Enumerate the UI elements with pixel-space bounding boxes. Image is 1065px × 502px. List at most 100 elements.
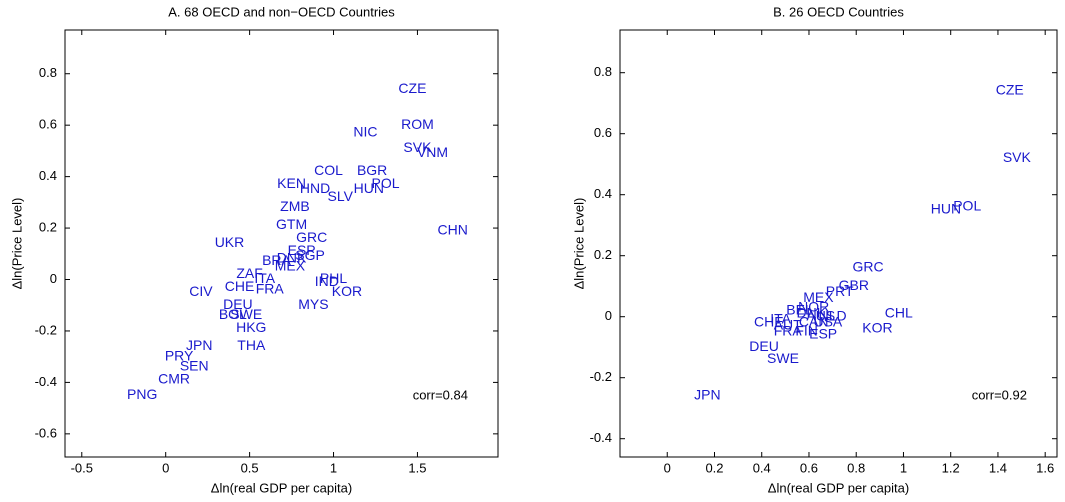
point-label: SEN [180,358,209,374]
point-label: SLV [328,188,354,204]
y-tick-label: -0.4 [590,430,612,445]
annotation: corr=0.84 [413,387,468,402]
point-label: ZAF [236,265,262,281]
point-label: CHN [438,221,468,237]
point-label: BEL [786,301,813,317]
point-label: FIN [795,323,818,339]
point-label: BRA [262,252,291,268]
point-label: IND [315,273,339,289]
point-label: USA [813,314,842,330]
point-label: ZMB [280,198,310,214]
x-tick-label: 0.4 [753,460,771,475]
point-label: BGR [357,162,387,178]
annotation: corr=0.92 [972,387,1027,402]
point-label: DEU [223,296,253,312]
point-label: ITA [770,310,791,326]
y-tick-label: 0 [605,308,612,323]
point-label: SVK [1003,149,1032,165]
y-tick-label: 0.6 [39,117,57,132]
point-label: NIC [353,124,377,140]
point-label: CHE [225,278,255,294]
chart-title: A. 68 OECD and non−OECD Countries [168,4,395,19]
point-label: HUN [354,180,384,196]
y-tick-label: 0.6 [594,125,612,140]
point-label: SVK [403,139,432,155]
x-tick-label: 1.5 [408,460,426,475]
point-label: SGP [295,247,325,263]
point-label: MEX [275,257,306,273]
y-tick-label: 0.4 [594,186,612,201]
y-tick-label: 0.8 [594,64,612,79]
point-label: AUS [806,307,835,323]
y-tick-label: -0.6 [35,425,57,440]
point-label: HUN [931,201,961,217]
x-tick-label: -0.5 [71,460,93,475]
point-label: MYS [298,296,328,312]
x-tick-label: 1 [330,460,337,475]
point-label: SWE [767,350,799,366]
y-tick-label: 0.4 [39,168,57,183]
point-label: CZE [996,82,1024,98]
point-label: FRA [774,323,803,339]
y-tick-label: 0.8 [39,65,57,80]
point-label: NOR [798,298,829,314]
x-tick-label: 0.2 [705,460,723,475]
point-label: THA [237,337,266,353]
y-tick-label: -0.4 [35,374,57,389]
y-tick-label: -0.2 [35,322,57,337]
point-label: PNG [127,386,157,402]
plot-frame [619,29,1058,458]
point-label: PRY [165,347,194,363]
point-label: MEX [803,289,834,305]
point-label: VNM [417,144,448,160]
point-label: PRT [826,283,854,299]
x-tick-label: 1 [900,460,907,475]
point-label: UKR [215,234,245,250]
x-tick-label: 1.6 [1036,460,1054,475]
point-label: HKG [236,319,266,335]
point-label: AUT [774,317,802,333]
point-label: CIV [189,283,213,299]
point-label: JPN [186,337,212,353]
point-label: HND [300,180,330,196]
point-label: ESP [809,326,837,342]
chart-title: B. 26 OECD Countries [773,4,904,19]
point-label: CHE [754,314,784,330]
point-label: POL [953,198,981,214]
point-label: CZE [398,80,426,96]
point-label: KOR [332,283,362,299]
x-tick-label: 0.8 [847,460,865,475]
point-label: CAN [799,314,829,330]
point-label: ESP [288,242,316,258]
y-tick-label: 0.2 [39,220,57,235]
y-tick-label: 0.2 [594,247,612,262]
y-tick-label: 0 [50,271,57,286]
x-tick-label: 1.2 [942,460,960,475]
x-axis-label: Δln(real GDP per capita) [211,480,352,495]
point-label: COL [314,162,343,178]
point-label: CMR [158,371,190,387]
point-label: DEU [749,338,779,354]
x-tick-label: 0.6 [800,460,818,475]
point-label: GBR [839,277,869,293]
point-label: DNK [797,304,827,320]
point-label: SWE [230,306,262,322]
point-label: ROM [401,116,434,132]
y-axis-label: Δln(Price Level) [9,198,24,290]
point-label: JPN [694,387,720,403]
x-tick-label: 1.4 [989,460,1007,475]
point-label: ITA [254,270,275,286]
point-label: GRC [852,259,883,275]
point-label: CHL [885,304,913,320]
point-label: PHL [320,270,347,286]
point-label: KOR [862,320,892,336]
point-label: GRC [296,229,327,245]
x-axis-label: Δln(real GDP per capita) [768,480,909,495]
x-tick-label: 0 [664,460,671,475]
x-tick-label: 0 [162,460,169,475]
point-label: POL [372,175,400,191]
point-label: FRA [256,281,285,297]
point-label: DNK [277,250,307,266]
point-label: NLD [819,307,847,323]
